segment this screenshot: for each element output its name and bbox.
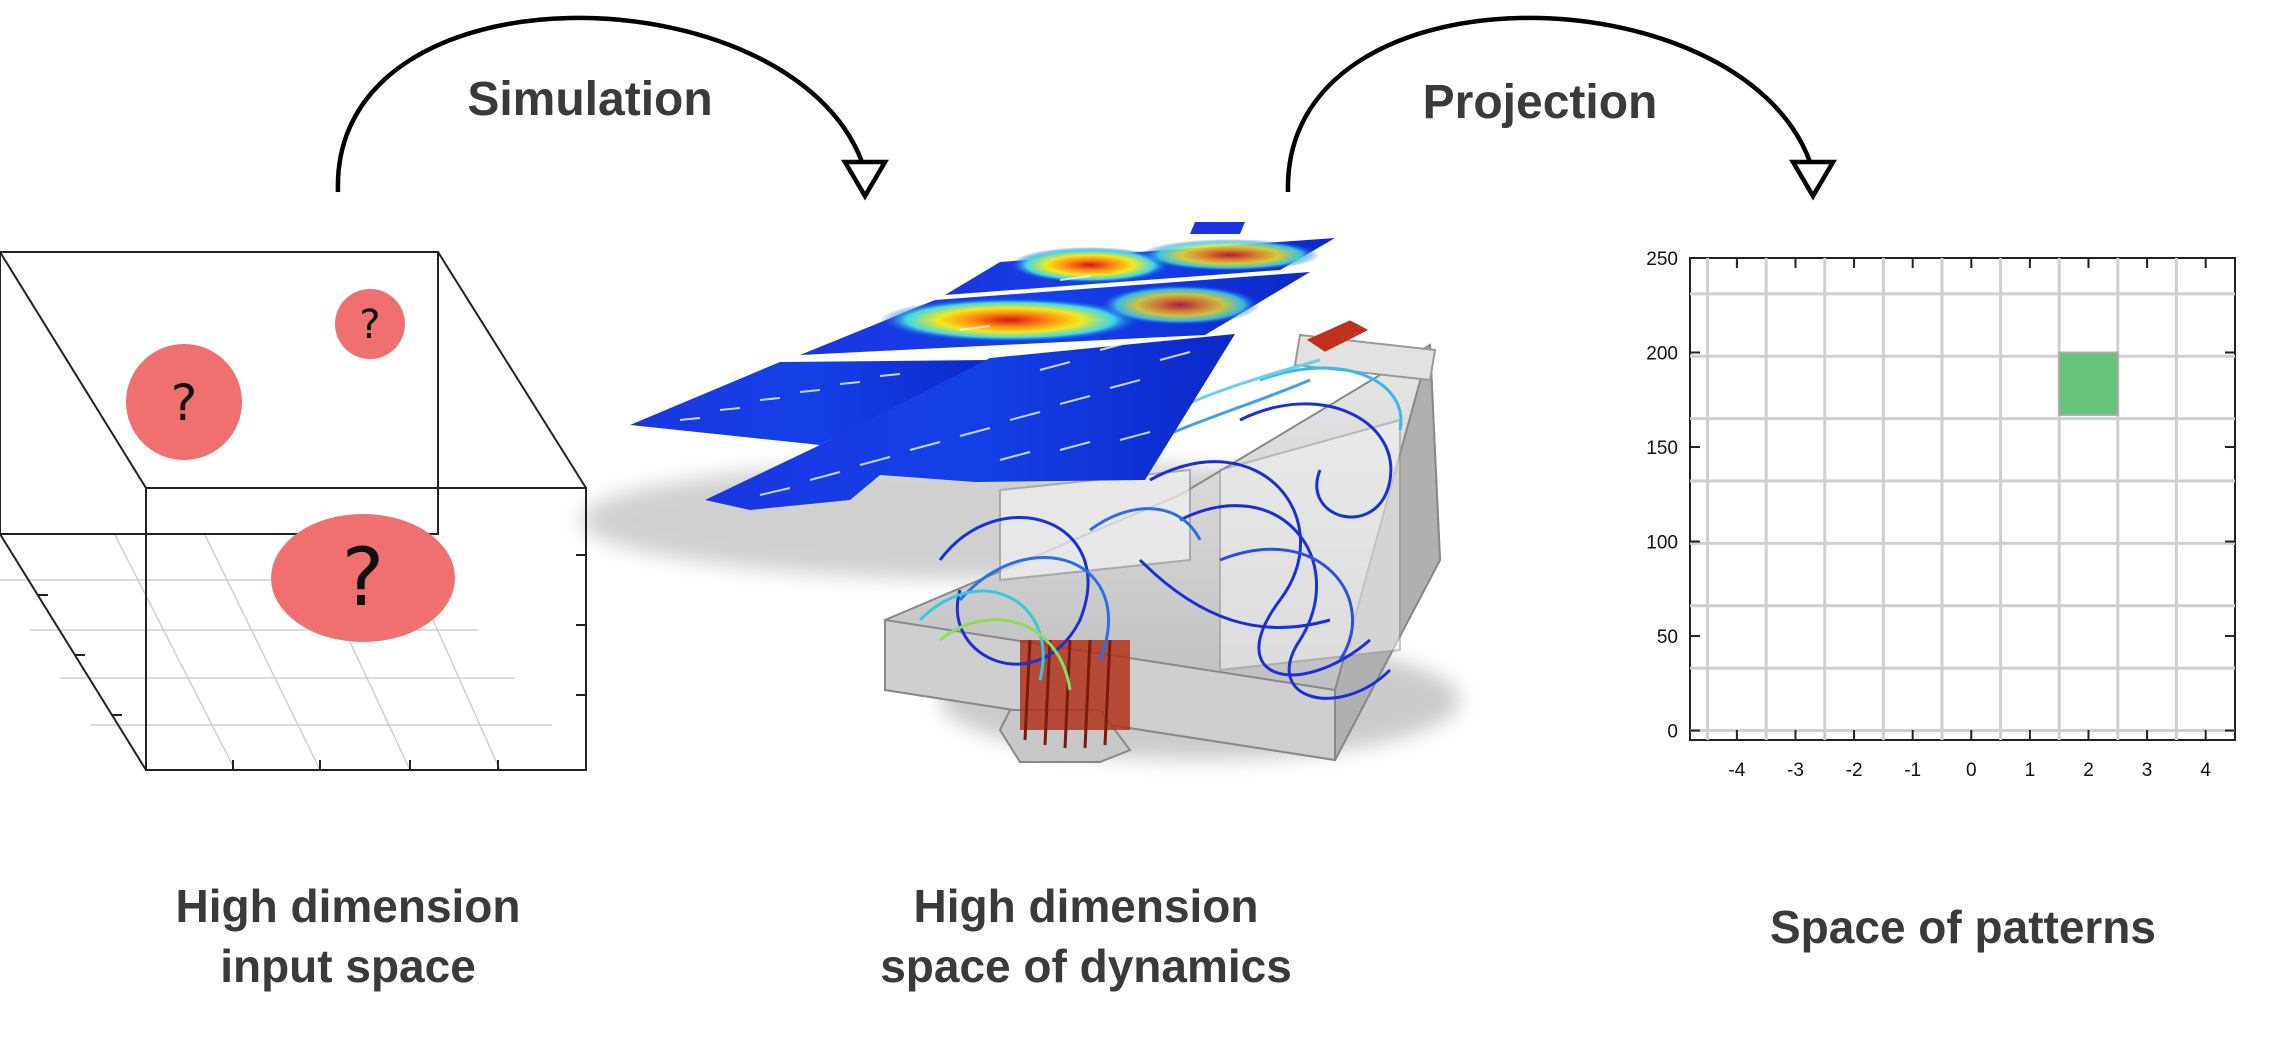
tank-structure (884, 333, 1442, 763)
y-tick: 250 (1646, 249, 2235, 270)
svg-text:Space of patterns: Space of patterns (1770, 901, 2156, 953)
unknown-markers: ? ? ? (126, 289, 455, 642)
x-tick: -2 (1846, 258, 1863, 781)
question-marker-large: ? (271, 514, 455, 642)
pattern-cell (2058, 351, 2119, 416)
projection-label: Projection (1423, 76, 1658, 129)
plot-frame (1689, 257, 2236, 741)
x-tick: 2 (2083, 258, 2094, 781)
x-tick: 3 (2142, 258, 2153, 781)
question-marker-medium: ? (126, 344, 242, 460)
input-space-box (0, 251, 587, 771)
x-tick: -3 (1787, 258, 1804, 781)
y-axis-ticks: 0 50 100 150 200 250 (1646, 249, 2235, 743)
x-tick-label: -2 (1846, 760, 1863, 781)
x-axis-ticks: -4 -3 -2 -1 0 1 2 3 4 (1728, 258, 2211, 781)
question-marker-small: ? (335, 289, 405, 359)
y-tick-label: 200 (1646, 344, 1678, 365)
svg-text:input space: input space (220, 940, 476, 992)
dynamics-space-caption: High dimension space of dynamics (880, 880, 1292, 992)
x-tick-label: 3 (2142, 760, 2153, 781)
x-tick: -1 (1904, 258, 1921, 781)
y-tick: 200 (1646, 344, 2235, 365)
x-tick-label: 2 (2083, 760, 2094, 781)
y-tick-label: 150 (1646, 438, 1678, 459)
y-tick-label: 250 (1646, 249, 1678, 270)
svg-text:?: ? (359, 302, 380, 348)
y-tick: 50 (1657, 627, 2235, 648)
y-tick: 100 (1646, 533, 2235, 554)
svg-text:High dimension: High dimension (914, 880, 1259, 932)
dynamics-simulation-render (580, 222, 1460, 763)
x-tick-label: 1 (2025, 760, 2036, 781)
x-tick-label: -1 (1904, 760, 1921, 781)
x-tick-label: -4 (1728, 760, 1745, 781)
x-tick: 4 (2200, 258, 2211, 781)
x-tick-label: 0 (1966, 760, 1977, 781)
x-tick: -4 (1728, 258, 1746, 781)
x-tick: 1 (2025, 258, 2036, 781)
cut-planes (630, 222, 1335, 510)
simulation-arrow: Simulation (335, 15, 889, 201)
pattern-chart: -4 -3 -2 -1 0 1 2 3 4 0 50 100 150 200 250 (1646, 249, 2236, 781)
x-tick: 0 (1966, 258, 1977, 781)
y-tick: 150 (1646, 438, 2235, 459)
svg-text:space of dynamics: space of dynamics (880, 940, 1292, 992)
x-tick-label: -3 (1787, 760, 1804, 781)
projection-arrow: Projection (1285, 15, 1837, 201)
input-space-caption: High dimension input space (176, 880, 521, 992)
y-tick: 0 (1667, 722, 2235, 743)
y-tick-label: 100 (1646, 533, 1678, 554)
svg-text:High dimension: High dimension (176, 880, 521, 932)
simulation-label: Simulation (467, 73, 712, 126)
svg-text:?: ? (171, 374, 198, 432)
pattern-cells (2058, 351, 2119, 416)
x-tick-label: 4 (2200, 760, 2211, 781)
y-tick-label: 0 (1667, 722, 1678, 743)
vector-arrows (679, 275, 1191, 496)
y-tick-label: 50 (1657, 627, 1678, 648)
streamlines (918, 320, 1403, 700)
svg-text:?: ? (342, 531, 384, 624)
pattern-space-caption: Space of patterns (1770, 901, 2156, 953)
chart-grid (1690, 258, 2235, 740)
